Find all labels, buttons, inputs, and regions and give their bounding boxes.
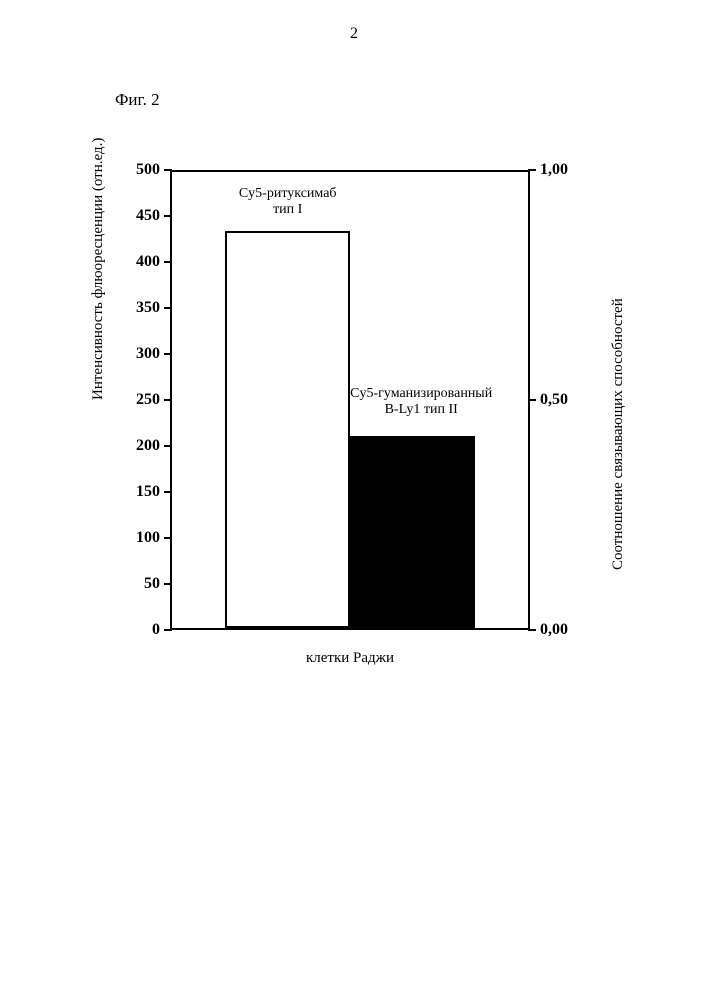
y-right-tick-label: 1,00	[540, 161, 568, 179]
y-left-tick-label: 200	[136, 437, 160, 455]
bar-annotation-text: Cy5-ритуксимабтип I	[239, 186, 337, 217]
y-left-tick-label: 400	[136, 253, 160, 271]
y-left-tick-label: 100	[136, 529, 160, 547]
y-axis-right-title: Соотношение связывающих способностей	[610, 298, 627, 570]
humanized-bly1-type2-bar	[350, 436, 475, 628]
figure-label: Фиг. 2	[115, 90, 160, 110]
y-axis-left-title: Интенсивность флюоресценции (отн.ед.)	[90, 138, 107, 400]
bar-chart: Интенсивность флюоресценции (отн.ед.) Со…	[100, 170, 600, 710]
y-left-tick-label: 50	[144, 575, 160, 593]
x-axis-title: клетки Раджи	[100, 650, 600, 667]
bar-annotation: Cy5-ритуксимабтип I	[215, 186, 361, 218]
y-left-tick-label: 150	[136, 483, 160, 501]
y-left-tick-label: 250	[136, 391, 160, 409]
y-right-tick-label: 0,50	[540, 391, 568, 409]
y-left-tick-label: 0	[152, 621, 160, 639]
y-right-tick-label: 0,00	[540, 621, 568, 639]
y-left-tick-label: 300	[136, 345, 160, 363]
y-left-tick-label: 450	[136, 207, 160, 225]
y-left-tick-label: 500	[136, 161, 160, 179]
page-number: 2	[0, 25, 708, 43]
page: 2 Фиг. 2 Интенсивность флюоресценции (от…	[0, 0, 708, 1000]
bar-annotation-text: Cy5-гуманизированныйB-Ly1 тип II	[350, 386, 492, 417]
chart-plot-area: Cy5-ритуксимабтип I Cy5-гуманизированный…	[170, 170, 530, 630]
rituximab-type1-bar	[225, 231, 350, 628]
bar-annotation: Cy5-гуманизированныйB-Ly1 тип II	[336, 386, 507, 418]
y-left-tick-label: 350	[136, 299, 160, 317]
